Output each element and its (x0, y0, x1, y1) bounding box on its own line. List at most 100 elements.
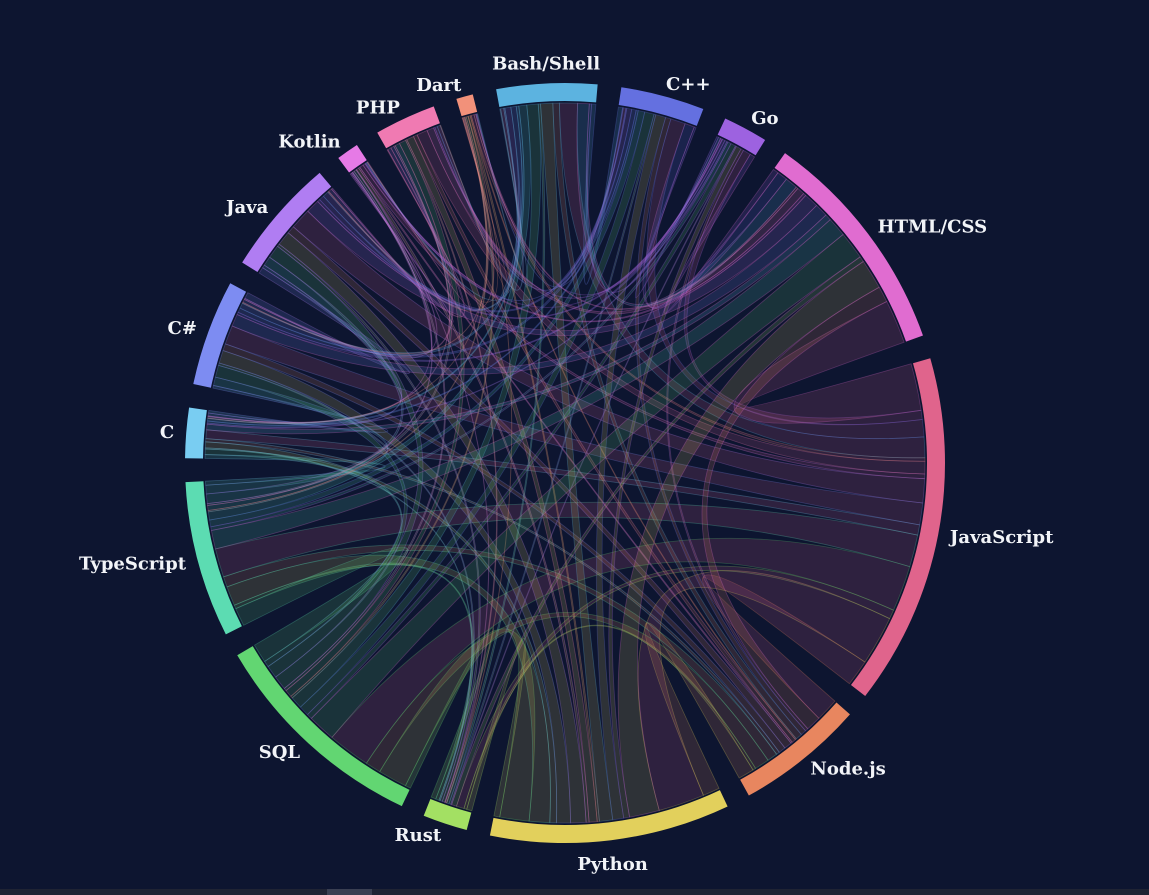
ribbon-kotlin-bash-shell[interactable] (365, 107, 520, 301)
ribbon-typescript-html-css[interactable] (210, 219, 844, 550)
ribbon-sql-typescript[interactable] (235, 546, 409, 662)
ribbon-python-sql[interactable] (379, 628, 536, 822)
ribbon-kotlin-c[interactable] (364, 107, 628, 301)
ribbon-php-html-css[interactable] (426, 127, 805, 315)
ribbon-node-js-php[interactable] (412, 134, 796, 743)
ribbon-dart-c[interactable] (475, 107, 624, 288)
ribbon-c-php[interactable] (207, 145, 451, 424)
ribbon-java-bash-shell[interactable] (322, 106, 522, 311)
ribbon-sql-java[interactable] (269, 245, 424, 690)
ribbon-php-dart[interactable] (439, 117, 510, 293)
ribbon-javascript-bash-shell[interactable] (559, 102, 926, 459)
ribbon-javascript-c[interactable] (646, 118, 925, 440)
ribbon-c-bash-shell[interactable] (207, 105, 525, 426)
ribbon-kotlin-go[interactable] (364, 138, 724, 308)
ribbon-typescript-c[interactable] (209, 110, 646, 528)
arc-c[interactable] (193, 283, 247, 388)
ribbon-javascript-c[interactable] (205, 429, 921, 536)
ribbon-javascript-dart[interactable] (470, 114, 926, 462)
ribbon-node-js-typescript[interactable] (222, 544, 778, 761)
ribbon-javascript-typescript[interactable] (214, 501, 919, 578)
ribbon-c-bash-shell[interactable] (239, 105, 523, 356)
ribbon-node-js-sql[interactable] (365, 612, 769, 773)
ribbon-typescript-c[interactable] (204, 454, 386, 486)
ribbon-c-html-css[interactable] (642, 123, 787, 309)
arc-sql[interactable] (237, 646, 410, 807)
arc-dart[interactable] (456, 94, 478, 117)
ribbon-typescript-php[interactable] (207, 142, 453, 511)
ribbon-python-c[interactable] (595, 114, 667, 821)
ribbon-c-c[interactable] (208, 384, 389, 433)
ribbon-java-c[interactable] (319, 107, 633, 313)
ribbon-rust-java[interactable] (276, 243, 481, 803)
ribbon-javascript-html-css[interactable] (733, 300, 922, 424)
ribbon-node-js-go[interactable] (666, 148, 809, 732)
ribbon-rust-typescript[interactable] (233, 562, 475, 801)
ribbon-rust-c[interactable] (218, 362, 475, 802)
ribbon-c-java[interactable] (207, 264, 403, 426)
ribbon-java-dart[interactable] (327, 117, 495, 312)
ribbon-javascript-go[interactable] (683, 149, 923, 426)
ribbon-kotlin-dart[interactable] (366, 117, 498, 303)
arc-node-js[interactable] (740, 702, 850, 796)
ribbon-kotlin-html-css[interactable] (362, 163, 807, 323)
ribbon-python-dart[interactable] (467, 115, 600, 822)
ribbon-sql-c[interactable] (214, 364, 408, 678)
ribbon-c-kotlin[interactable] (207, 171, 433, 424)
ribbon-rust-sql[interactable] (404, 627, 494, 800)
ribbon-python-html-css[interactable] (617, 260, 880, 818)
ribbon-rust-dart[interactable] (445, 115, 513, 804)
ribbon-python-bash-shell[interactable] (540, 102, 614, 822)
ribbon-python-php[interactable] (406, 135, 598, 823)
ribbon-sql-c[interactable] (204, 448, 403, 668)
ribbon-python-c[interactable] (218, 350, 571, 824)
ribbon-node-js-c[interactable] (205, 438, 780, 755)
arc-c[interactable] (618, 87, 704, 126)
ribbon-python-go[interactable] (608, 145, 742, 819)
ribbon-dart-bash-shell[interactable] (476, 108, 529, 288)
ribbon-node-js-java[interactable] (287, 226, 792, 749)
ribbon-typescript-bash-shell[interactable] (207, 104, 531, 521)
ribbon-rust-kotlin[interactable] (355, 169, 490, 803)
arc-go[interactable] (717, 118, 766, 156)
ribbon-rust-html-css[interactable] (451, 256, 864, 807)
ribbon-node-js-c[interactable] (635, 116, 807, 736)
ribbon-bash-shell-go[interactable] (585, 103, 722, 293)
ribbon-sql-kotlin[interactable] (283, 169, 446, 692)
ribbon-javascript-node-js[interactable] (702, 574, 866, 719)
ribbon-typescript-dart[interactable] (207, 116, 488, 513)
ribbon-python-typescript[interactable] (226, 554, 551, 824)
ribbon-c-java[interactable] (244, 267, 410, 374)
ribbon-c-go[interactable] (634, 126, 720, 298)
scrollbar-thumb[interactable] (327, 889, 372, 895)
ribbon-rust-c[interactable] (204, 447, 473, 802)
ribbon-bash-shell-c[interactable] (582, 103, 624, 285)
ribbon-python-java[interactable] (278, 232, 587, 824)
ribbon-node-js-rust[interactable] (463, 624, 757, 810)
ribbon-node-js-bash-shell[interactable] (552, 102, 802, 740)
ribbon-go-html-css[interactable] (663, 153, 779, 314)
ribbon-c-c[interactable] (206, 109, 639, 428)
ribbon-javascript-rust[interactable] (455, 565, 895, 810)
ribbon-bash-shell-html-css[interactable] (576, 102, 797, 308)
ribbon-python-rust[interactable] (466, 637, 527, 818)
ribbon-c-html-css[interactable] (231, 204, 827, 376)
ribbon-python-c[interactable] (204, 441, 557, 824)
arc-python[interactable] (489, 790, 728, 843)
ribbon-sql-dart[interactable] (290, 115, 494, 699)
ribbon-c-dart[interactable] (207, 116, 488, 424)
ribbon-c-kotlin[interactable] (243, 172, 438, 359)
ribbon-java-php[interactable] (328, 147, 466, 318)
ribbon-rust-c[interactable] (448, 113, 657, 805)
ribbon-typescript-c[interactable] (205, 376, 389, 495)
ribbon-sql-go[interactable] (306, 143, 736, 720)
ribbon-node-js-kotlin[interactable] (358, 166, 793, 744)
horizontal-scrollbar[interactable] (0, 889, 1149, 895)
ribbon-sql-c[interactable] (299, 111, 655, 716)
ribbon-dart-html-css[interactable] (473, 113, 799, 310)
ribbon-c-html-css[interactable] (206, 214, 831, 435)
ribbon-kotlin-php[interactable] (366, 149, 472, 310)
arc-bash-shell[interactable] (496, 83, 598, 108)
ribbon-javascript-python[interactable] (637, 570, 891, 811)
ribbon-php-bash-shell[interactable] (436, 107, 524, 291)
